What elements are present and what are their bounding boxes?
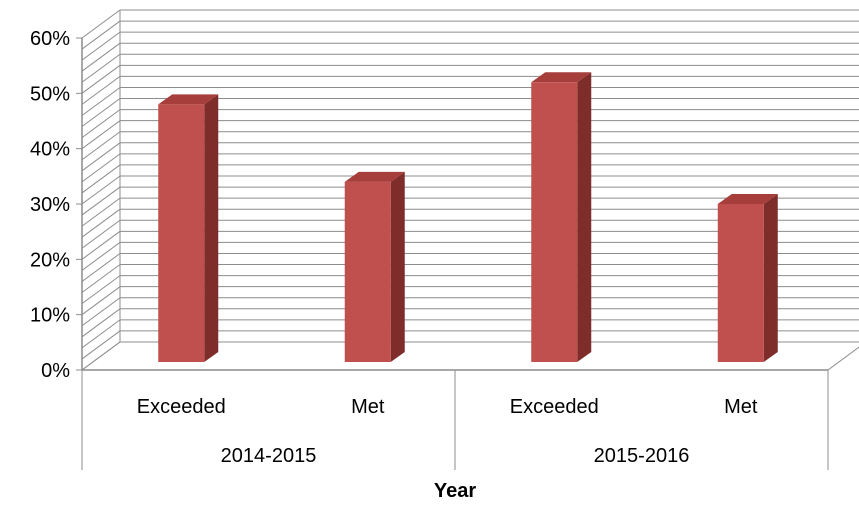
x-group-labels: 2014-2015 2015-2016: [221, 445, 690, 467]
x-category-label: Met: [351, 396, 385, 418]
minor-gridline-side: [81, 319, 121, 349]
minor-gridline-side: [81, 308, 121, 338]
minor-gridline-side: [81, 175, 121, 205]
bar-top-face: [531, 72, 592, 83]
bar-2014-2015-exceeded: [158, 104, 205, 363]
minor-gridline-side: [81, 42, 121, 72]
minor-gridline-side: [81, 297, 121, 327]
minor-gridline-side: [81, 120, 121, 150]
minor-gridline-side: [81, 286, 121, 316]
y-tick-labels: 0% 10% 20% 30% 40% 50% 60%: [30, 28, 82, 382]
minor-gridline-side: [81, 9, 121, 39]
x-category-label: Exceeded: [137, 396, 226, 418]
minor-gridline-side: [81, 275, 121, 305]
bar-side-face: [763, 194, 778, 362]
minor-gridline-side: [81, 131, 121, 161]
minor-gridline-side: [81, 20, 121, 50]
minor-gridline-side: [81, 98, 121, 127]
y-tick-label: 0%: [41, 360, 70, 382]
minor-gridline-side: [81, 31, 121, 61]
minor-gridline-side: [81, 109, 121, 139]
minor-gridline-side: [81, 230, 121, 260]
bar-top-face: [158, 94, 219, 105]
bars: [158, 72, 778, 363]
minor-gridline-side: [81, 341, 121, 371]
minor-gridline-side: [81, 186, 121, 216]
x-category-label: Exceeded: [510, 396, 599, 418]
minor-gridline-side: [81, 53, 121, 83]
x-axis-title: Year: [434, 480, 476, 502]
bar-side-face: [577, 72, 592, 363]
y-tick-label: 40%: [30, 139, 70, 161]
minor-gridline-side: [81, 241, 121, 271]
y-tick-label: 60%: [30, 28, 70, 50]
y-tick-label: 20%: [30, 249, 70, 271]
x-group-label: 2015-2016: [594, 445, 690, 467]
bar-side-face: [390, 171, 405, 362]
minor-gridline-side: [81, 64, 121, 94]
bar-side-face: [204, 94, 219, 363]
y-tick-label: 10%: [30, 305, 70, 327]
minor-gridline-side: [81, 253, 121, 282]
minor-gridline-side: [81, 330, 121, 360]
minor-gridline-side: [81, 164, 121, 194]
x-group-label: 2014-2015: [221, 445, 317, 467]
bar-2015-2016-met: [717, 204, 764, 362]
minor-gridline-side: [81, 142, 121, 172]
bar-top-face: [344, 171, 405, 182]
bar-2014-2015-met: [344, 181, 391, 362]
y-tick-label: 50%: [30, 83, 70, 105]
minor-gridline-side: [81, 219, 121, 249]
bar-2015-2016-exceeded: [531, 82, 578, 363]
bar-top-face: [717, 194, 778, 204]
minor-gridline-side: [81, 87, 121, 116]
minor-gridline-side: [81, 208, 121, 238]
minor-gridline-side: [81, 153, 121, 183]
minor-gridline-side: [81, 75, 121, 105]
y-tick-label: 30%: [30, 194, 70, 216]
x-category-label: Met: [724, 396, 758, 418]
minor-gridline-side: [81, 264, 121, 293]
x-category-labels: Exceeded Met Exceeded Met: [137, 396, 758, 418]
minor-gridline-side: [81, 197, 121, 227]
